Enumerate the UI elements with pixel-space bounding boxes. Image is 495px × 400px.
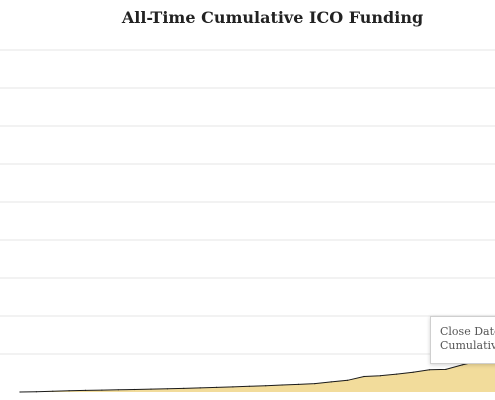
data-point-8	[150, 388, 152, 390]
data-point-23	[396, 373, 398, 375]
data-point-11	[199, 387, 201, 389]
data-point-26	[445, 368, 447, 370]
data-point-3	[68, 390, 70, 392]
data-point-4	[84, 389, 87, 391]
data-point-17	[297, 383, 299, 385]
funding-area	[20, 353, 495, 392]
data-point-18	[314, 383, 316, 385]
tooltip-close-date: Close Date:	[440, 325, 495, 338]
data-point-27	[461, 364, 463, 366]
data-point-14	[248, 385, 250, 387]
data-point-24	[412, 371, 414, 373]
data-point-9	[166, 388, 168, 390]
data-point-2	[52, 390, 54, 392]
data-point-25	[428, 369, 431, 371]
data-point-12	[216, 386, 218, 388]
data-point-7	[134, 388, 136, 391]
data-point-19	[330, 381, 332, 383]
hover-tooltip: Close Date: Cumulative	[430, 316, 495, 364]
data-point-0	[19, 391, 21, 393]
data-point-16	[281, 384, 283, 386]
data-point-20	[347, 379, 349, 381]
data-point-10	[183, 387, 185, 389]
data-point-13	[232, 386, 234, 388]
data-point-5	[101, 389, 103, 391]
tooltip-cumulative: Cumulative	[440, 339, 495, 352]
data-point-6	[117, 389, 119, 391]
data-point-15	[265, 385, 267, 387]
data-point-1	[35, 391, 38, 393]
gridlines	[0, 49, 495, 355]
data-point-21	[363, 375, 365, 378]
funding-line	[19, 353, 495, 393]
data-point-22	[379, 375, 381, 377]
chart-title: All-Time Cumulative ICO Funding	[121, 8, 424, 27]
